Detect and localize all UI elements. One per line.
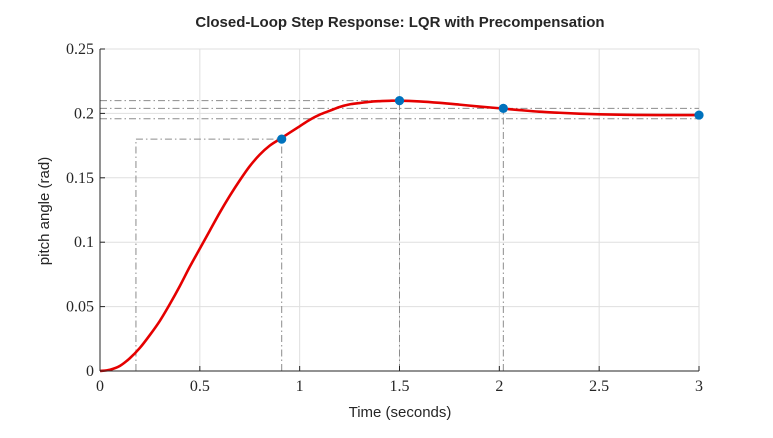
data-markers	[277, 96, 704, 144]
y-tick-label: 0.2	[74, 105, 94, 122]
y-tick-label: 0.05	[66, 299, 94, 316]
data-point-marker	[277, 134, 287, 144]
x-axis-label: Time (seconds)	[349, 404, 452, 421]
x-tick-label: 3	[695, 378, 703, 395]
chart-title: Closed-Loop Step Response: LQR with Prec…	[195, 14, 604, 31]
y-tick-label: 0.25	[66, 41, 94, 58]
x-tick-label: 0.5	[190, 378, 210, 395]
x-tick-label: 0	[96, 378, 104, 395]
x-tick-label: 1	[296, 378, 304, 395]
data-point-marker	[394, 96, 405, 106]
y-axis-label: pitch angle (rad)	[36, 157, 53, 265]
x-tick-label: 2	[495, 378, 503, 395]
y-tick-label: 0.1	[74, 234, 94, 251]
data-point-marker	[498, 103, 508, 113]
y-tick-label: 0.15	[66, 170, 94, 187]
x-tick-label: 1.5	[390, 378, 410, 395]
data-point-marker	[694, 110, 704, 120]
response-curve	[99, 99, 699, 373]
x-tick-label: 2.5	[589, 378, 609, 395]
y-tick-labels: 0 0.05 0.1 0.15 0.2 0.25	[66, 41, 94, 380]
x-tick-labels: 0 0.5 1 1.5 2 2.5 3	[96, 378, 703, 395]
guide-lines	[100, 100, 699, 371]
y-tick-label: 0	[86, 363, 94, 380]
axes	[99, 48, 700, 372]
